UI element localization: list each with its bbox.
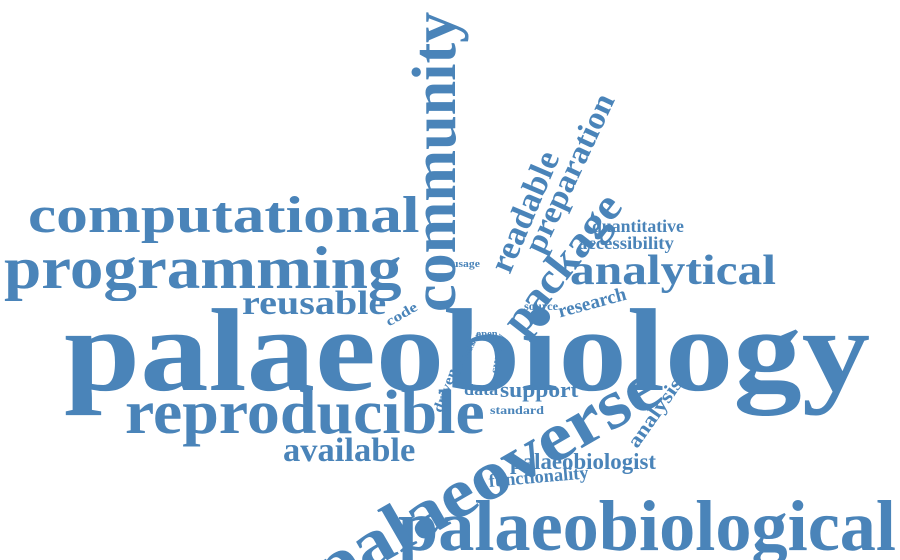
word-palaeobiological: palaeobiological — [398, 486, 897, 560]
word-palaeobiologist: palaeobiologist — [510, 449, 656, 474]
word-reproducible: reproducible — [125, 379, 485, 447]
word-available: available — [283, 432, 416, 469]
word-usage: usage — [452, 259, 480, 270]
word-open: open — [476, 329, 498, 340]
word-quantitative: quantitative — [592, 216, 684, 236]
word-accessibility: accessibility — [578, 233, 674, 253]
word-data: data — [464, 382, 499, 399]
word-standard: standard — [490, 403, 545, 417]
word-computational: computational — [28, 187, 420, 244]
word-source: source — [524, 299, 559, 313]
word-programming: programming — [4, 235, 402, 301]
word-reusable: reusable — [242, 285, 387, 322]
word-support: support — [500, 377, 579, 402]
word-analytical: analytical — [570, 248, 776, 294]
word-palaeobiology: palaeobiology — [64, 285, 871, 416]
